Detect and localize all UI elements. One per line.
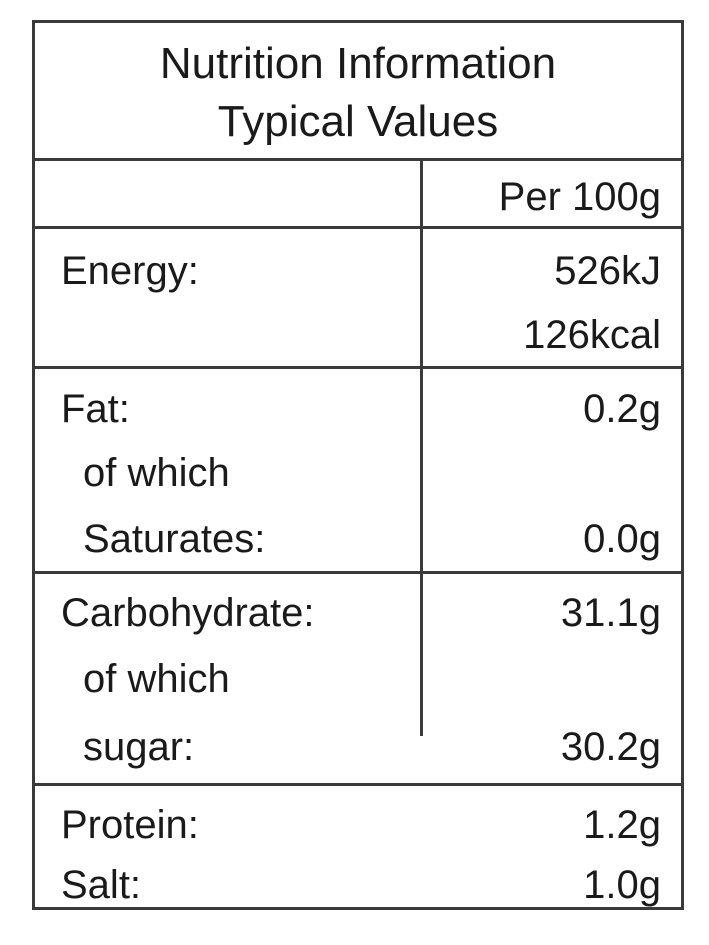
divider-fat xyxy=(35,571,681,574)
sugar-value: 30.2g xyxy=(560,725,661,769)
carbohydrate-label: Carbohydrate: xyxy=(61,591,315,635)
sugar-label: sugar: xyxy=(83,725,195,769)
divider-carbohydrate xyxy=(35,783,681,786)
fat-value: 0.2g xyxy=(583,387,661,431)
energy-kj-value: 526kJ xyxy=(554,249,661,293)
energy-label: Energy: xyxy=(61,249,199,293)
saturates-label: Saturates: xyxy=(83,517,266,561)
fat-of-which: of which xyxy=(83,451,230,495)
saturates-value: 0.0g xyxy=(583,517,661,561)
nutrition-label: Nutrition Information Typical Values Per… xyxy=(32,20,684,910)
carbohydrate-of-which: of which xyxy=(83,657,230,701)
column-divider xyxy=(420,161,423,736)
salt-value: 1.0g xyxy=(583,863,661,907)
carbohydrate-value: 31.1g xyxy=(560,591,661,635)
protein-label: Protein: xyxy=(61,803,199,847)
fat-label: Fat: xyxy=(61,387,130,431)
salt-label: Salt: xyxy=(61,863,142,907)
protein-value: 1.2g xyxy=(583,803,661,847)
energy-kcal-value: 126kcal xyxy=(523,313,661,357)
divider-title xyxy=(35,158,681,161)
divider-energy xyxy=(35,366,681,369)
title-line-1: Nutrition Information xyxy=(159,39,557,88)
title-line-2: Typical Values xyxy=(217,97,499,146)
divider-header xyxy=(35,226,681,229)
column-header-per-100g: Per 100g xyxy=(498,175,661,219)
